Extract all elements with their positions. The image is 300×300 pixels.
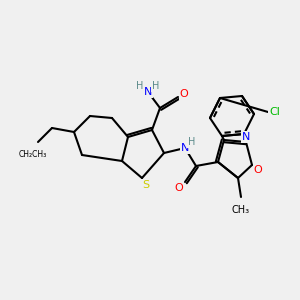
Text: O: O [175, 183, 183, 193]
Text: O: O [180, 89, 188, 99]
Text: O: O [254, 165, 262, 175]
Text: H: H [136, 81, 144, 91]
Text: N: N [181, 143, 189, 153]
Text: S: S [142, 180, 150, 190]
Text: H: H [188, 137, 196, 147]
Text: CH₂CH₃: CH₂CH₃ [19, 150, 47, 159]
Text: N: N [144, 87, 152, 97]
Text: H: H [152, 81, 160, 91]
Text: CH₃: CH₃ [232, 205, 250, 215]
Text: N: N [242, 132, 250, 142]
Text: Cl: Cl [270, 107, 280, 117]
